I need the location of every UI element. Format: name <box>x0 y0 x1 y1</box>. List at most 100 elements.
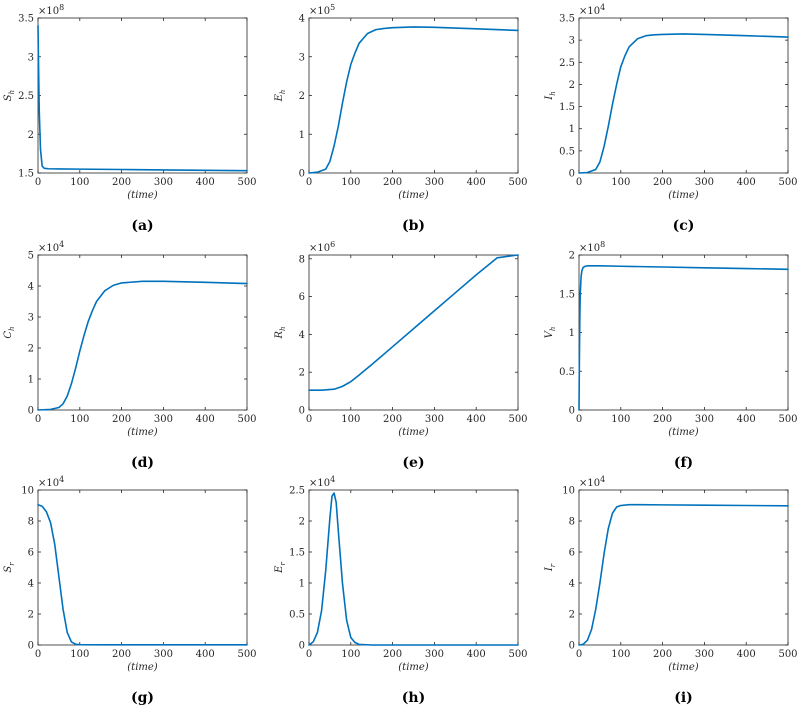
chart-e-series-line <box>308 254 519 391</box>
chart-a-ytick-label: 1.5 <box>18 169 34 180</box>
chart-b-ylabel-main: E <box>274 93 285 102</box>
chart-c-ytick-label: 3.5 <box>559 14 575 25</box>
chart-g-ylabel-main: S <box>3 566 14 573</box>
chart-b-exponent: ×105 <box>309 3 335 17</box>
chart-e-xtick-label: 300 <box>425 414 444 425</box>
chart-f-ylabel-main: V <box>544 329 555 338</box>
chart-g-ytick-label: 2 <box>28 610 34 621</box>
chart-e-xtick-label: 400 <box>467 414 486 425</box>
chart-h-series-line <box>308 492 519 646</box>
chart-i-exponent-value: 4 <box>600 475 605 484</box>
chart-a-exponent-value: 8 <box>59 3 64 12</box>
chart-b-xtick-label: 500 <box>508 177 527 188</box>
chart-e-xtick-label: 200 <box>383 414 402 425</box>
chart-d-xtick-label: 500 <box>237 414 256 425</box>
chart-b-ylabel-sub: h <box>279 90 287 95</box>
chart-g-ylabel-sub: r <box>8 562 16 566</box>
chart-c-ylabel-main: I <box>544 95 555 101</box>
chart-d-ytick-label: 4 <box>28 282 34 293</box>
chart-i-ytick-label: 10 <box>562 486 575 497</box>
chart-h-ylabel-sub: r <box>279 562 287 566</box>
chart-c-xtick-label: 500 <box>778 177 797 188</box>
chart-a-ytick-label: 3.5 <box>18 14 34 25</box>
chart-h-ytick-label: 2.5 <box>289 486 305 497</box>
chart-f-xtick-label: 100 <box>611 414 630 425</box>
chart-d-exponent: ×104 <box>38 240 64 254</box>
chart-a-xlabel: (time) <box>127 190 158 201</box>
chart-h-xlabel: (time) <box>398 662 429 673</box>
chart-g-exponent-value: 4 <box>59 475 64 484</box>
chart-i: 0 100 200 300 400 500 0 2 4 6 8 10 ×104 Ir (time) (i) <box>544 475 798 706</box>
chart-d-plot-area <box>37 254 248 411</box>
chart-c-xtick-label: 0 <box>576 177 582 188</box>
chart-b-plot-area <box>308 17 519 174</box>
chart-a-xtick-label: 100 <box>70 177 89 188</box>
chart-a-ylabel-sub: h <box>8 90 16 95</box>
chart-b-xtick-label: 100 <box>341 177 360 188</box>
chart-d-exponent-value: 4 <box>59 240 64 249</box>
chart-h-exponent-value: 4 <box>330 475 335 484</box>
chart-a: 0 100 200 300 400 500 1.5 2 2.5 3 3.5 ×108 Sh (time) (… <box>3 3 257 234</box>
chart-i-caption: (i) <box>674 690 693 706</box>
chart-i-xtick-label: 500 <box>778 649 797 660</box>
chart-f-series-line <box>578 265 789 411</box>
chart-b-ylabel: Eh <box>274 90 287 103</box>
chart-c-exponent: ×104 <box>579 3 605 17</box>
chart-f: 0 100 200 300 400 500 0 0.5 1 1.5 2 ×108 Vh (time) (f) <box>544 240 798 471</box>
chart-a-caption: (a) <box>131 218 153 234</box>
chart-e-exponent-value: 6 <box>330 240 335 249</box>
chart-c-xtick-label: 100 <box>611 177 630 188</box>
chart-d-xtick-label: 0 <box>35 414 41 425</box>
chart-i-ylabel-main: I <box>544 566 555 572</box>
chart-h-ytick-label: 0.5 <box>289 610 305 621</box>
chart-a-ylabel-main: S <box>3 94 14 101</box>
chart-f-plot-area <box>578 254 789 411</box>
chart-b-ytick-label: 1 <box>299 130 305 141</box>
chart-b-ytick-label: 3 <box>299 52 305 63</box>
chart-c-xtick-label: 200 <box>653 177 672 188</box>
chart-g-series-line <box>37 503 248 646</box>
chart-i-ytick-label: 4 <box>569 579 575 590</box>
chart-a-xtick-label: 300 <box>154 177 173 188</box>
chart-h-ylabel: Er <box>274 562 287 574</box>
chart-b-caption: (b) <box>402 218 425 234</box>
chart-d-xtick-label: 100 <box>70 414 89 425</box>
chart-c-plot-area <box>578 17 789 174</box>
chart-b-xtick-label: 0 <box>306 177 312 188</box>
chart-a-xtick-label: 200 <box>112 177 131 188</box>
chart-h-xtick-label: 200 <box>383 649 402 660</box>
chart-a-plot-area <box>37 17 248 174</box>
chart-g-xtick-label: 300 <box>154 649 173 660</box>
chart-g-ytick-label: 10 <box>21 486 34 497</box>
chart-d: 0 100 200 300 400 500 0 1 2 3 4 5 ×104 Ch (time) (d) <box>3 240 257 471</box>
chart-d-xtick-label: 300 <box>154 414 173 425</box>
chart-i-ytick-label: 2 <box>569 610 575 621</box>
chart-e-plot-area <box>308 254 519 411</box>
chart-i-ytick-label: 0 <box>569 641 575 652</box>
chart-c-series-line <box>578 33 789 174</box>
chart-i-xtick-label: 400 <box>737 649 756 660</box>
chart-d-ylabel: Ch <box>3 326 16 338</box>
chart-i-plot-area <box>578 489 789 646</box>
chart-e-ylabel-main: R <box>274 331 285 340</box>
chart-c-ytick-label: 2 <box>569 80 575 91</box>
chart-d-xtick-label: 200 <box>112 414 131 425</box>
chart-a-xtick-label: 500 <box>237 177 256 188</box>
chart-f-ytick-label: 2 <box>569 251 575 262</box>
chart-a-ytick-label: 2 <box>28 130 34 141</box>
chart-d-ytick-label: 1 <box>28 375 34 386</box>
chart-g: 0 100 200 300 400 500 0 2 4 6 8 10 ×104 Sr (time) (g) <box>3 475 257 706</box>
chart-g-xtick-label: 0 <box>35 649 41 660</box>
chart-g-xtick-label: 400 <box>196 649 215 660</box>
chart-d-ytick-label: 0 <box>28 406 34 417</box>
chart-c-ylabel-sub: h <box>549 91 557 96</box>
chart-e-xlabel: (time) <box>398 427 429 438</box>
chart-h-exponent: ×104 <box>309 475 335 489</box>
chart-i-ylabel: Ir <box>544 563 557 572</box>
chart-h-xtick-label: 300 <box>425 649 444 660</box>
chart-g-plot-area <box>37 489 248 646</box>
chart-g-xtick-label: 100 <box>70 649 89 660</box>
chart-c-ytick-label: 1 <box>569 124 575 135</box>
chart-c-ytick-label: 0.5 <box>559 146 575 157</box>
chart-h-xtick-label: 0 <box>306 649 312 660</box>
